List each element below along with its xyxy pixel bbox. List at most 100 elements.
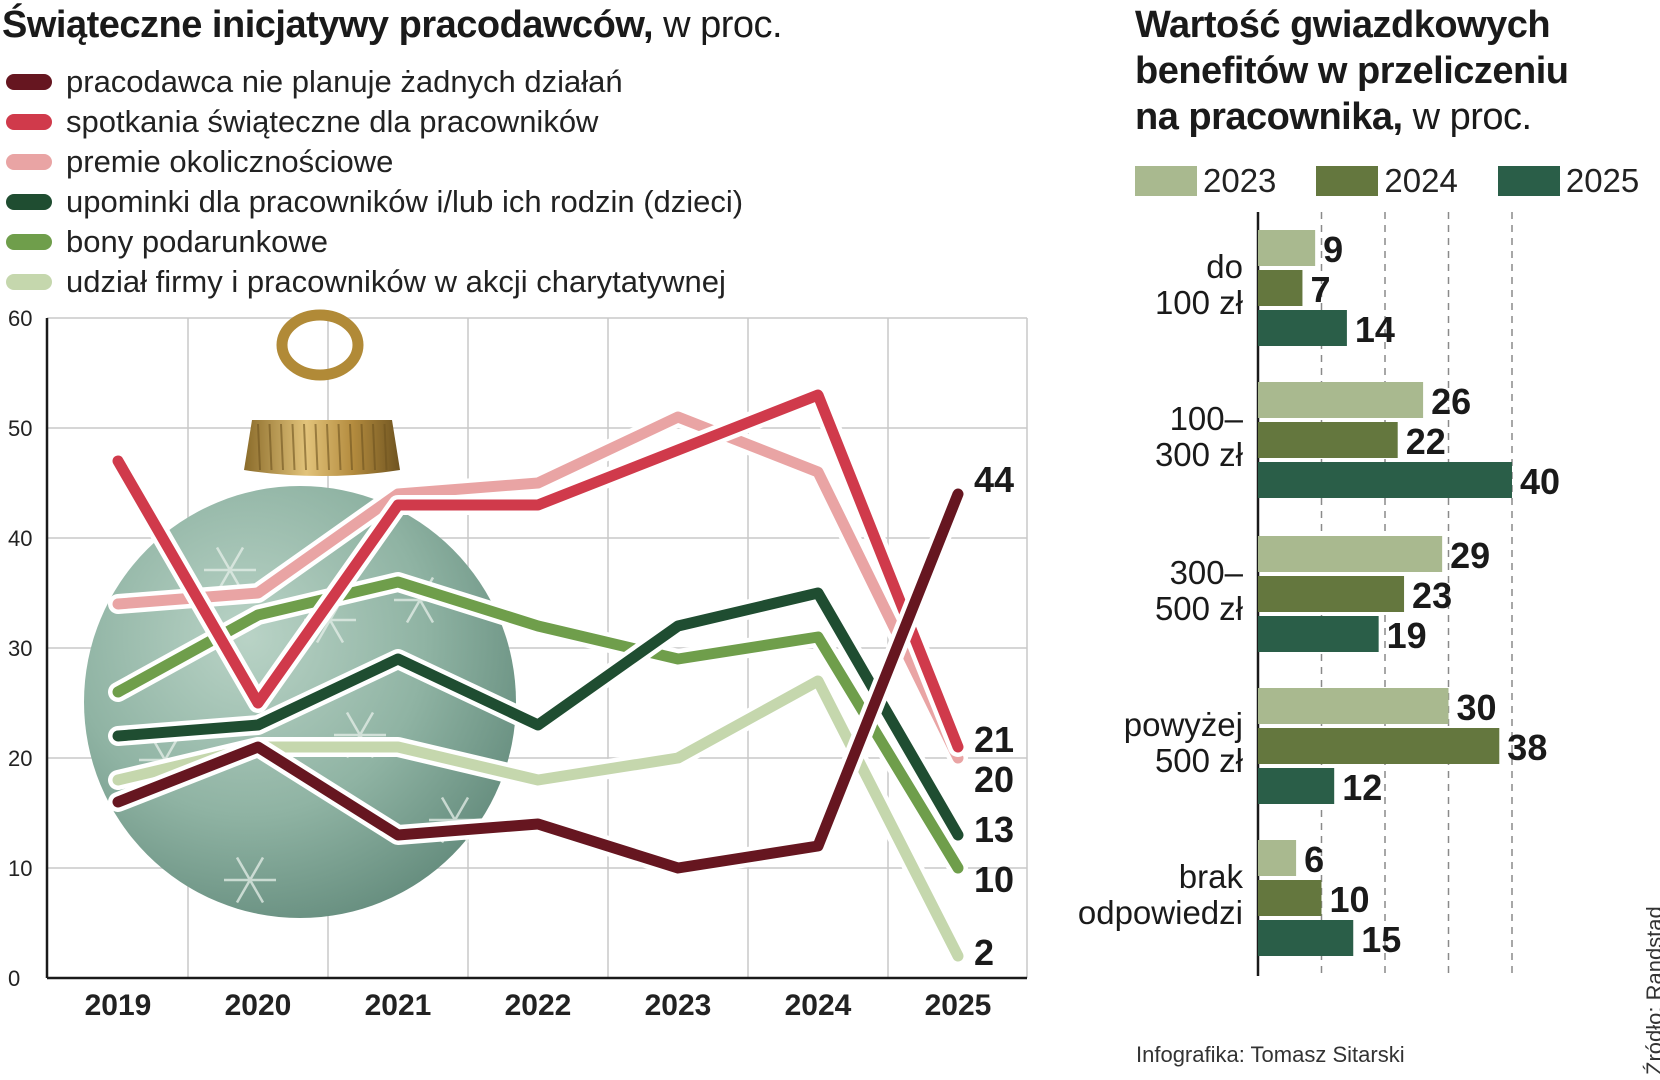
legend-item: bony podarunkowe — [6, 222, 743, 262]
legend-label: spotkania świąteczne dla pracowników — [66, 104, 599, 139]
bar-value-label: 10 — [1330, 879, 1370, 920]
bar — [1258, 270, 1303, 306]
bar — [1258, 310, 1347, 346]
legend-item: upominki dla pracowników i/lub ich rodzi… — [6, 182, 743, 222]
bar-legend-swatch — [1497, 166, 1560, 196]
right-chart-title-line-1: Wartość gwiazdkowych — [1135, 4, 1551, 46]
legend-swatch — [6, 154, 52, 170]
legend-swatch — [6, 234, 52, 250]
bar-value-label: 12 — [1342, 767, 1382, 808]
ornament-hook — [276, 309, 364, 381]
source-text: Źródło: Randstad — [1642, 906, 1660, 1075]
series-line — [112, 411, 964, 764]
bar-category-label: 500 zł — [1155, 742, 1244, 779]
y-tick-label: 40 — [8, 526, 32, 551]
line-chart-series — [108, 385, 968, 966]
bar-legend-swatch — [1135, 166, 1197, 196]
series-end-label: 10 — [974, 859, 1014, 900]
bar-legend-item: 2023 — [1135, 162, 1276, 200]
legend-item: premie okolicznościowe — [6, 142, 743, 182]
bar-value-label: 38 — [1507, 727, 1547, 768]
left-chart-title-bold: Świąteczne inicjatywy pracodawców, — [2, 4, 654, 46]
x-tick-label: 2019 — [85, 989, 152, 1022]
bar-category-label: 100 zł — [1155, 284, 1244, 321]
y-tick-label: 50 — [8, 416, 32, 441]
bar-value-label: 7 — [1310, 269, 1330, 310]
bar-value-label: 40 — [1520, 461, 1560, 502]
bar — [1258, 728, 1500, 764]
series-end-label: 20 — [974, 759, 1014, 800]
credit-text: Infografika: Tomasz Sitarski — [1136, 1042, 1405, 1067]
series-line — [112, 389, 964, 753]
x-tick-label: 2023 — [645, 989, 712, 1022]
legend-item: pracodawca nie planuje żadnych działań — [6, 62, 743, 102]
bar-value-label: 15 — [1361, 919, 1401, 960]
bar — [1258, 880, 1322, 916]
bar-category-label: 300– — [1170, 554, 1244, 591]
legend-label: bony podarunkowe — [66, 224, 328, 259]
right-chart-title: Wartość gwiazdkowych benefitów w przelic… — [1135, 2, 1655, 140]
bar-category-label: 100– — [1170, 400, 1244, 437]
y-tick-label: 60 — [8, 306, 32, 331]
line-chart-legend: pracodawca nie planuje żadnych działań sp… — [6, 62, 743, 302]
bar-legend-item: 2025 — [1497, 162, 1640, 200]
legend-swatch — [6, 114, 52, 130]
x-tick-label: 2025 — [925, 989, 992, 1022]
bar-value-label: 9 — [1323, 229, 1343, 270]
left-chart-title-unit: w proc. — [653, 4, 783, 46]
bar-category-label: 500 zł — [1155, 590, 1244, 627]
bar — [1258, 382, 1424, 418]
bar-legend-label: 2023 — [1203, 162, 1277, 199]
bar-legend-label: 2025 — [1565, 162, 1640, 199]
bar — [1258, 422, 1398, 458]
bar-legend-label: 2024 — [1384, 162, 1458, 199]
snowflake-icon — [224, 856, 276, 904]
bar — [1258, 616, 1379, 652]
bar-category-label: odpowiedzi — [1078, 894, 1243, 931]
ornament-cap — [244, 420, 400, 476]
bar-category-label: do — [1206, 248, 1243, 285]
x-tick-label: 2024 — [785, 989, 852, 1022]
series-end-label: 13 — [974, 809, 1014, 850]
bar-category-label: powyżej — [1124, 706, 1243, 743]
bar-legend-swatch — [1316, 166, 1379, 196]
x-tick-label: 2022 — [505, 989, 572, 1022]
bar — [1258, 768, 1335, 804]
bar — [1258, 576, 1405, 612]
bar — [1258, 920, 1354, 956]
legend-item: udział firmy i pracowników w akcji chary… — [6, 262, 743, 302]
bar-legend-item: 2024 — [1316, 162, 1458, 200]
y-tick-label: 10 — [8, 856, 32, 881]
series-line — [112, 587, 964, 841]
bar-value-label: 23 — [1412, 575, 1452, 616]
series-end-label: 21 — [974, 719, 1014, 760]
y-tick-label: 0 — [8, 966, 20, 991]
bar — [1258, 688, 1449, 724]
bar — [1258, 536, 1443, 572]
series-line — [112, 576, 964, 874]
bar-category-label: 300 zł — [1155, 436, 1244, 473]
series-end-label: 2 — [974, 932, 994, 973]
right-chart-title-line-3: na pracownika, — [1135, 96, 1403, 138]
bar-value-label: 6 — [1304, 839, 1324, 880]
left-chart-title: Świąteczne inicjatywy pracodawców, w pro… — [2, 2, 783, 48]
legend-label: upominki dla pracowników i/lub ich rodzi… — [66, 184, 744, 219]
bar-value-label: 22 — [1406, 421, 1446, 462]
bar-value-label: 19 — [1387, 615, 1427, 656]
bar-chart-legend: 2023 2024 2025 — [1135, 162, 1639, 200]
bar-value-label: 26 — [1431, 381, 1471, 422]
legend-label: premie okolicznościowe — [66, 144, 394, 179]
x-tick-label: 2021 — [365, 989, 432, 1022]
bar-value-label: 30 — [1457, 687, 1497, 728]
bar — [1258, 230, 1316, 266]
bar — [1258, 840, 1297, 876]
bar-category-label: brak — [1179, 858, 1244, 895]
series-end-label: 44 — [974, 459, 1014, 500]
legend-label: udział firmy i pracowników w akcji chary… — [66, 264, 726, 299]
legend-item: spotkania świąteczne dla pracowników — [6, 102, 743, 142]
right-chart-title-unit: w proc. — [1402, 96, 1533, 138]
legend-swatch — [6, 194, 52, 210]
